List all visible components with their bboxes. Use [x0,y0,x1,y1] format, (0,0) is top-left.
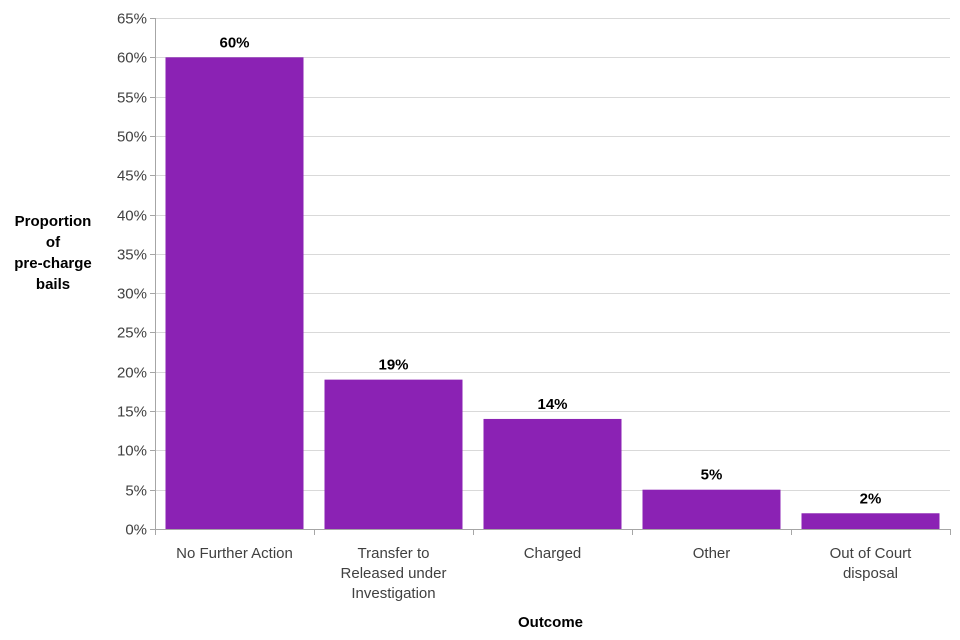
x-tick-label: Charged [524,545,582,562]
y-axis-title-line: of [46,234,61,251]
y-tick-label: 25% [117,325,147,342]
data-label: 19% [378,357,408,374]
x-tick-label: Other [693,545,731,562]
bar [165,57,304,530]
y-axis-title-line: pre-charge [14,255,92,272]
y-tick-label: 65% [117,11,147,28]
data-labels: 60% 19% 14% 5% 2% [219,34,881,507]
y-tick-label: 50% [117,129,147,146]
y-tick-label: 15% [117,404,147,421]
y-tick-label: 60% [117,50,147,67]
y-tick-label: 45% [117,168,147,185]
data-label: 2% [860,490,882,507]
bar [801,513,940,529]
data-label: 5% [701,467,723,484]
y-tick-label: 40% [117,208,147,225]
x-tick-label: Out of Court [830,545,913,562]
y-tick-label: 5% [125,483,147,500]
x-tick-label: Investigation [351,585,435,602]
x-axis-title: Outcome [518,614,583,631]
y-tick-label: 30% [117,286,147,303]
x-tick-label: disposal [843,565,898,582]
x-tick-label: Transfer to [358,545,430,562]
y-tick-label: 55% [117,90,147,107]
y-tick-label: 35% [117,247,147,264]
bar [642,489,781,529]
y-axis-title-line: bails [36,276,70,293]
bar [483,418,622,529]
y-axis-title: Proportion of pre-charge bails [14,213,92,293]
data-label: 14% [537,396,567,413]
y-tick-labels: 0% 5% 10% 15% 20% 25% 30% 35% 40% 45% 50% 55% 60% 65% [117,11,147,539]
axes [150,18,951,535]
data-label: 60% [219,34,249,51]
x-tick-label: No Further Action [176,545,293,562]
x-tick-label: Released under [341,565,447,582]
y-tick-label: 10% [117,443,147,460]
bar [324,379,463,529]
bars [165,57,940,530]
x-tick-labels: No Further Action Transfer to Released und… [176,545,912,602]
y-tick-label: 0% [125,522,147,539]
y-tick-label: 20% [117,365,147,382]
y-axis-title-line: Proportion [15,213,92,230]
